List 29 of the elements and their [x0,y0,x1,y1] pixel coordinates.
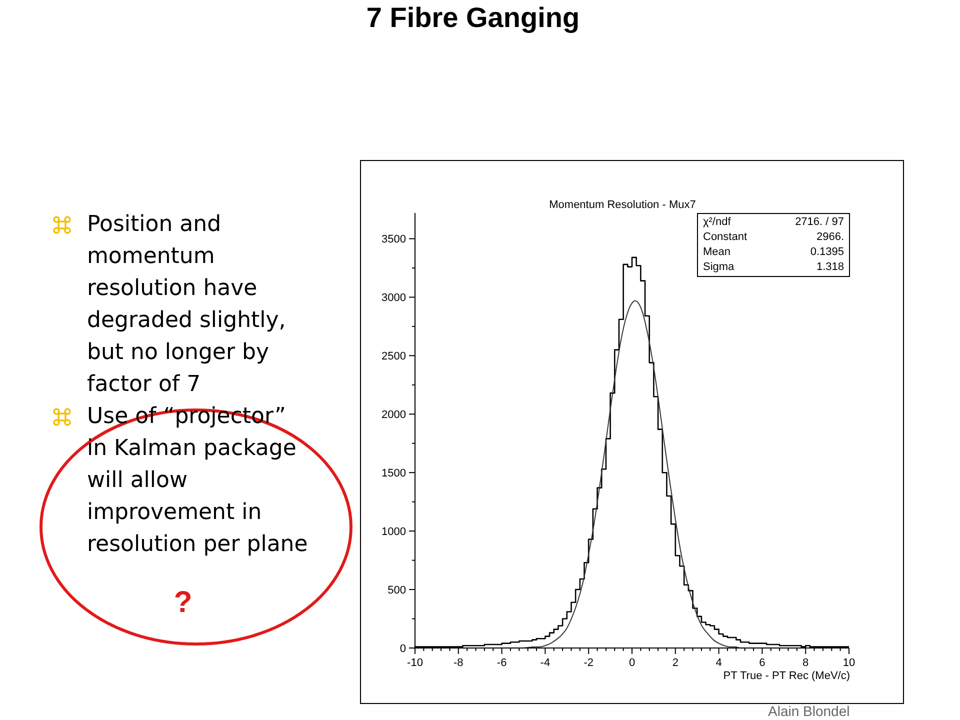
text: ? [172,585,194,621]
x-tick-label: -4 [540,657,550,669]
x-axis-title: PT True - PT Rec (MeV/c) [722,669,850,683]
x-tick-label: -10 [407,657,423,669]
y-tick-label: 3500 [382,234,406,246]
y-tick-label: 3000 [382,292,406,304]
x-tick-label: -6 [496,657,507,669]
chart-subtitle: Momentum Resolution - Mux7 [548,198,697,212]
x-tick-label: 10 [842,657,856,669]
text: Position and momentum resolution have degraded slightly, but no longer by factor of 7 [87,211,287,399]
y-tick-label: 2000 [382,409,406,422]
x-tick-label: 8 [802,657,809,669]
text: Alain Blondel [768,703,850,719]
x-tick-label: 6 [759,657,766,669]
x-tick-label: 0 [628,657,636,669]
x-tick-label: 4 [716,657,722,669]
text: Sigma 1.318 [703,261,844,273]
x-tick-label: -8 [454,657,464,669]
text: χ²/ndf 2716. / 97 [703,216,844,228]
x-tick-label: -2 [584,657,594,669]
y-tick-label: 500 [388,584,406,597]
y-tick-label: 1500 [382,468,406,480]
chart-title: 7 Fibre Ganging [365,1,581,35]
text: Mean 0.1395 [703,246,844,258]
y-tick-label: 0 [400,643,406,655]
y-tick-label: 2500 [382,350,406,363]
text: Constant 2966. [703,231,844,243]
y-tick-label: 1000 [382,526,406,538]
x-tick-label: 2 [672,657,678,669]
